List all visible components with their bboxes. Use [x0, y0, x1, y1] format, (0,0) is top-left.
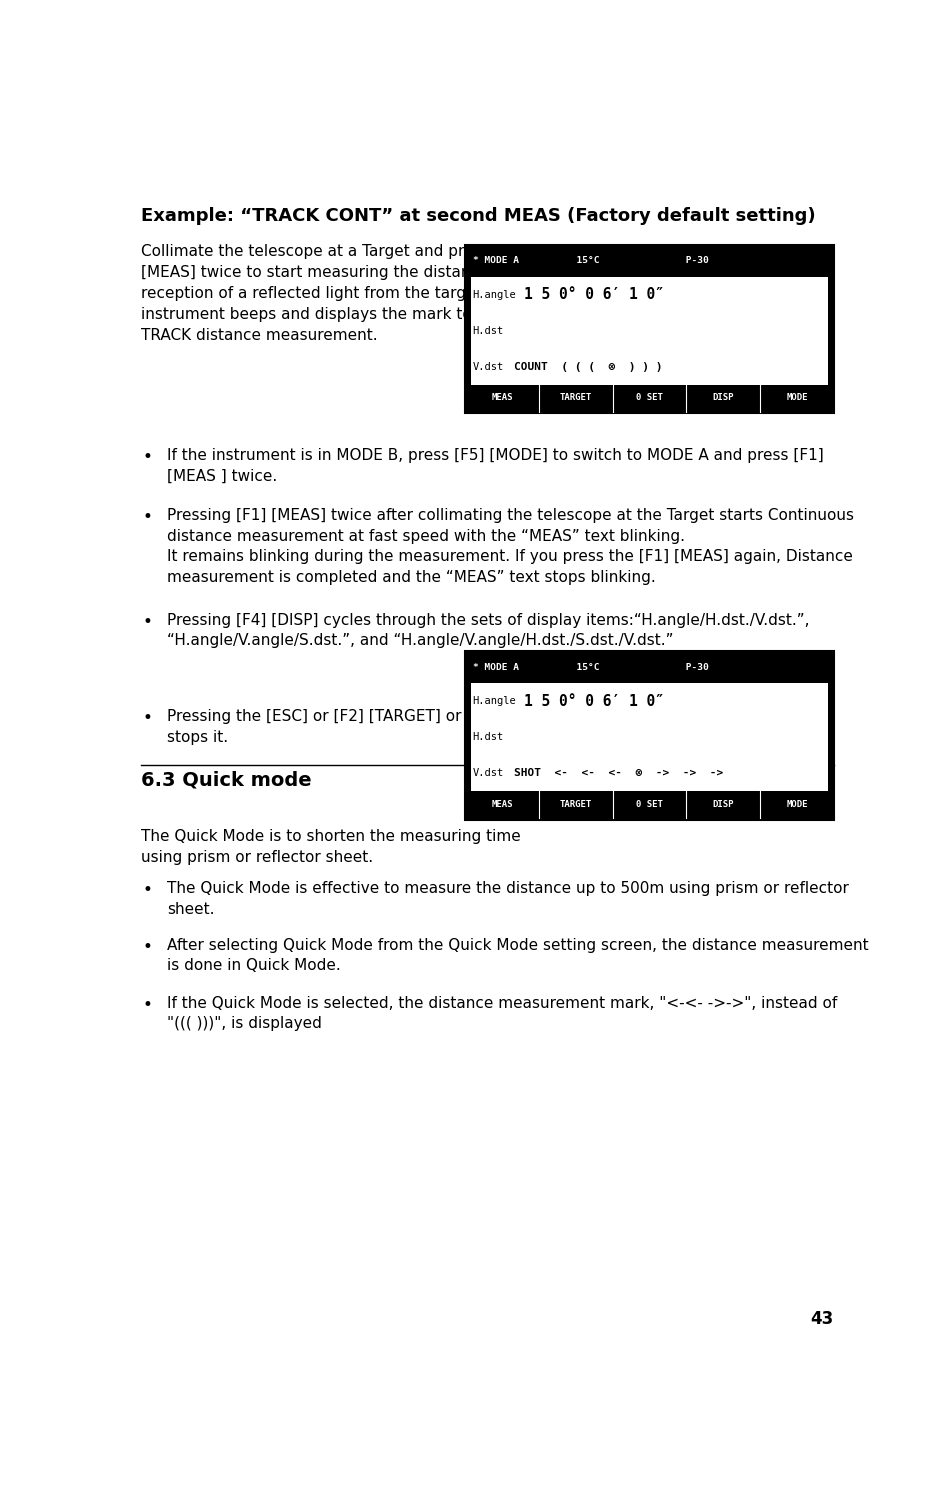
Text: MEAS: MEAS	[492, 799, 513, 808]
Text: •: •	[143, 881, 152, 899]
Text: MEAS: MEAS	[492, 394, 513, 403]
Text: * MODE A          15°C               P-30: * MODE A 15°C P-30	[473, 662, 708, 671]
Bar	[613, 792, 686, 819]
Bar	[613, 386, 686, 412]
Text: 0 SET: 0 SET	[636, 799, 663, 808]
Bar	[471, 277, 828, 385]
Text: Pressing [F1] [MEAS] twice after collimating the telescope at the Target starts : Pressing [F1] [MEAS] twice after collima…	[166, 508, 854, 585]
Bar	[466, 386, 538, 412]
Bar	[466, 792, 538, 819]
Text: DISP: DISP	[712, 394, 734, 403]
Text: H.dst: H.dst	[473, 731, 504, 742]
Text: SHOT  <-  <-  <-  ⊗  ->  ->  ->: SHOT <- <- <- ⊗ -> -> ->	[514, 768, 723, 778]
Text: Pressing the [ESC] or [F2] [TARGET] or [F5] [MODE] during fast distance measurem: Pressing the [ESC] or [F2] [TARGET] or […	[166, 709, 829, 745]
Text: V.dst: V.dst	[473, 768, 504, 778]
Text: 43: 43	[810, 1310, 834, 1329]
Text: 1 5 0° 0 6′ 1 0″: 1 5 0° 0 6′ 1 0″	[524, 694, 664, 709]
Text: •: •	[143, 997, 152, 1013]
Text: After selecting Quick Mode from the Quick Mode setting screen, the distance meas: After selecting Quick Mode from the Quic…	[166, 938, 868, 974]
Text: •: •	[143, 508, 152, 526]
Text: Pressing [F4] [DISP] cycles through the sets of display items:“H.angle/H.dst./V.: Pressing [F4] [DISP] cycles through the …	[166, 612, 809, 648]
Text: DISP: DISP	[712, 799, 734, 808]
Text: COUNT  ( ( (  ⊗  ) ) ): COUNT ( ( ( ⊗ ) ) )	[514, 362, 663, 371]
Text: The Quick Mode is to shorten the measuring time
using prism or reflector sheet.: The Quick Mode is to shorten the measuri…	[141, 829, 521, 866]
Bar	[540, 386, 611, 412]
Text: TARGET: TARGET	[560, 394, 592, 403]
Text: •: •	[143, 612, 152, 630]
Text: The Quick Mode is effective to measure the distance up to 500m using prism or re: The Quick Mode is effective to measure t…	[166, 881, 848, 917]
Text: TARGET: TARGET	[560, 799, 592, 808]
Bar	[465, 244, 834, 413]
Text: If the Quick Mode is selected, the distance measurement mark, "<-<- ->->", inste: If the Quick Mode is selected, the dista…	[166, 997, 837, 1031]
Bar	[471, 683, 828, 792]
Bar	[761, 386, 833, 412]
Text: H.angle: H.angle	[473, 290, 516, 300]
Text: •: •	[143, 448, 152, 466]
Bar	[540, 792, 611, 819]
Text: 6.3 Quick mode: 6.3 Quick mode	[141, 771, 312, 790]
Text: * MODE A          15°C               P-30: * MODE A 15°C P-30	[473, 256, 708, 265]
Text: 1 5 0° 0 6′ 1 0″: 1 5 0° 0 6′ 1 0″	[524, 287, 664, 302]
Text: Collimate the telescope at a Target and press [F1]
[MEAS] twice to start measuri: Collimate the telescope at a Target and …	[141, 244, 542, 342]
Bar	[465, 651, 834, 820]
Text: MODE: MODE	[786, 394, 807, 403]
Text: MODE: MODE	[786, 799, 807, 808]
Text: 0 SET: 0 SET	[636, 394, 663, 403]
Text: Example: “TRACK CONT” at second MEAS (Factory default setting): Example: “TRACK CONT” at second MEAS (Fa…	[141, 207, 816, 225]
Text: •: •	[143, 709, 152, 727]
Text: H.dst: H.dst	[473, 326, 504, 336]
Text: •: •	[143, 938, 152, 956]
Text: V.dst: V.dst	[473, 362, 504, 371]
Text: H.angle: H.angle	[473, 697, 516, 706]
Bar	[688, 386, 759, 412]
Text: If the instrument is in MODE B, press [F5] [MODE] to switch to MODE A and press : If the instrument is in MODE B, press [F…	[166, 448, 824, 484]
Bar	[688, 792, 759, 819]
Bar	[761, 792, 833, 819]
